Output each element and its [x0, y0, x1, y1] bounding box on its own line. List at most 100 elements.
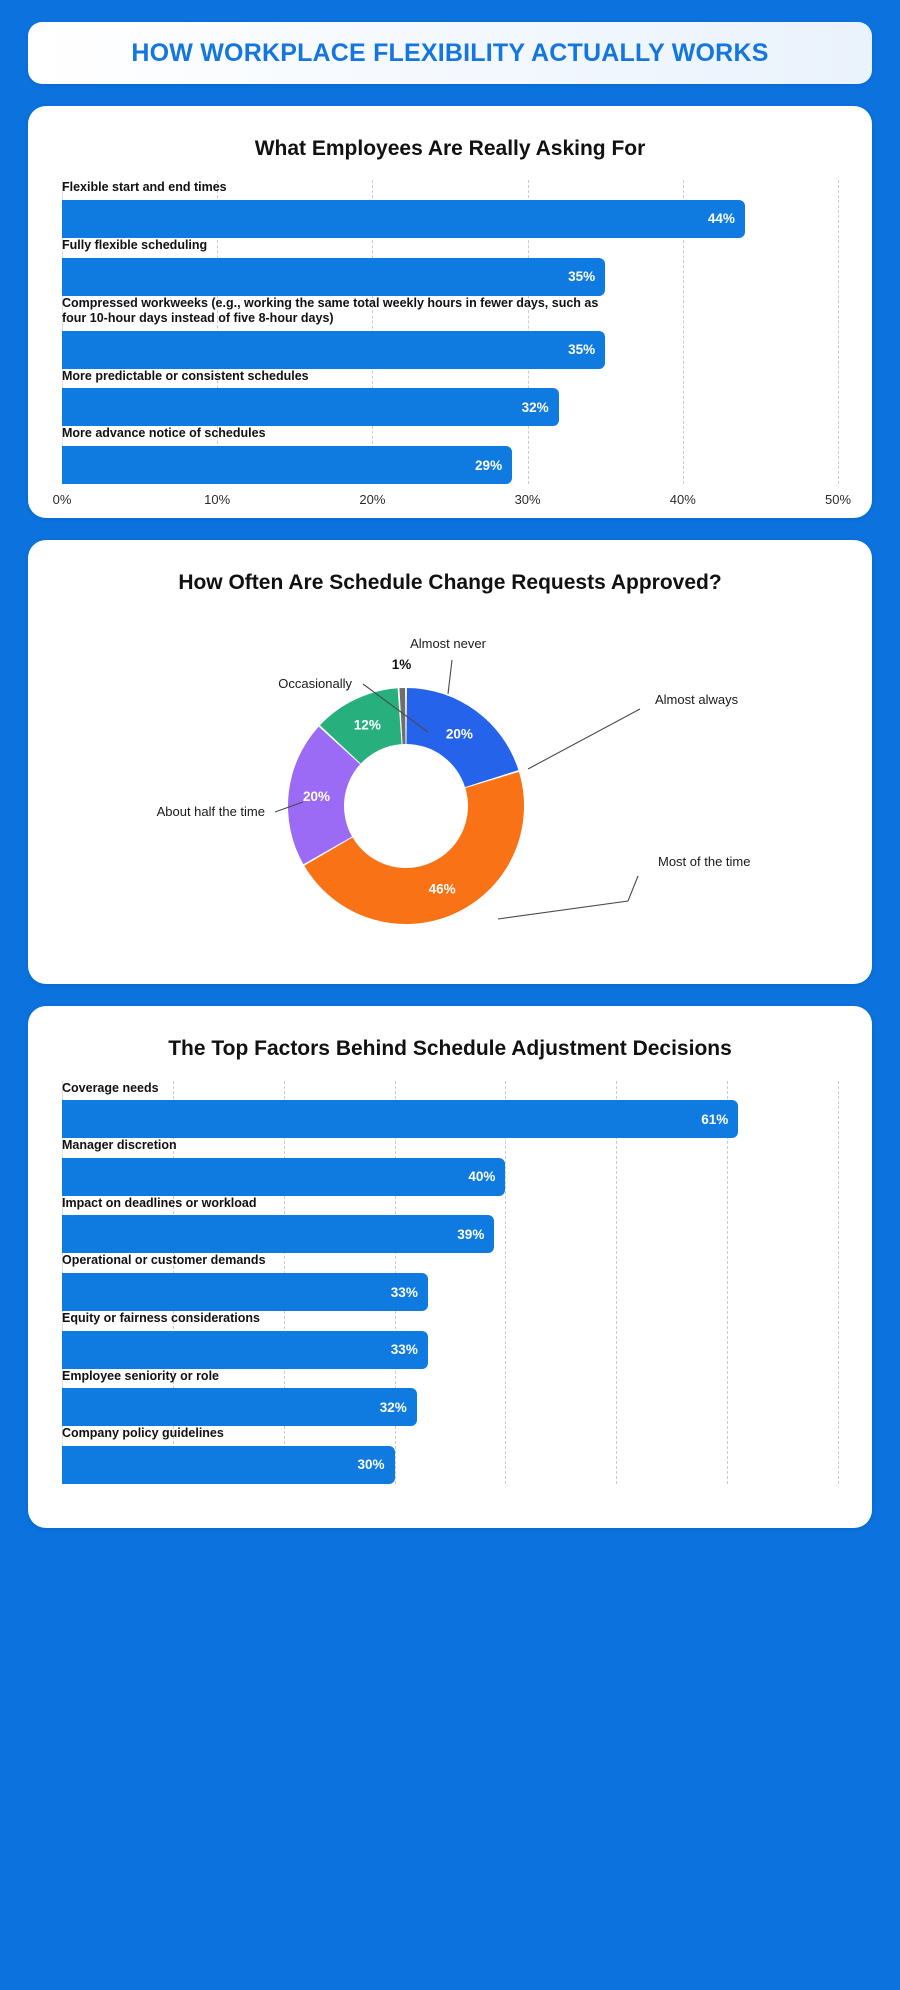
gridline [838, 180, 839, 484]
donut-value-label: 46% [429, 882, 456, 897]
bar-track: 33% [62, 1330, 838, 1369]
bar-track: 40% [62, 1157, 838, 1196]
bar-track: 29% [62, 446, 838, 484]
donut-value-label: 20% [303, 789, 330, 804]
bar-row: More predictable or consistent schedules… [62, 369, 838, 427]
donut-slice[interactable] [406, 688, 519, 788]
bar-value-label: 32% [379, 1399, 407, 1415]
donut-value-label: 1% [392, 657, 412, 672]
bar-track: 30% [62, 1445, 838, 1484]
chart1-axis: 0% 10% 20% 30% 40% 50% [28, 484, 872, 518]
bar-track: 35% [62, 330, 838, 369]
donut-slice[interactable] [304, 772, 524, 925]
chart1-title: What Employees Are Really Asking For [254, 137, 646, 160]
donut-category-label: Almost never [410, 636, 487, 651]
bar-category-label: Operational or customer demands [62, 1253, 266, 1268]
bar-value-label: 39% [457, 1226, 485, 1242]
card-approval-rate: How Often Are Schedule Change Requests A… [28, 540, 872, 985]
donut-leader-line [362, 683, 429, 733]
donut-category-label: Occasionally [278, 676, 352, 691]
bar-fill: 32% [62, 1388, 417, 1427]
card-decision-factors: The Top Factors Behind Schedule Adjustme… [28, 1006, 872, 1528]
bar-category-label: Employee seniority or role [62, 1368, 219, 1383]
bar-value-label: 32% [521, 399, 549, 415]
donut-category-label: About half the time [157, 804, 265, 819]
bar-row: Equity or fairness considerations 33% [62, 1311, 838, 1369]
bar-value-label: 40% [468, 1169, 496, 1185]
bar-track: 35% [62, 257, 838, 296]
bar-category-label: Company policy guidelines [62, 1426, 224, 1441]
bar-category-label: Compressed workweeks (e.g., working the … [62, 295, 599, 326]
bar-track: 61% [62, 1100, 838, 1139]
axis-tick-label: 30% [514, 492, 541, 507]
bar-fill: 29% [62, 446, 513, 484]
bar-fill: 35% [62, 257, 606, 296]
donut-leader-line [497, 876, 639, 920]
bar-value-label: 30% [357, 1457, 385, 1473]
donut-value-label: 12% [354, 718, 381, 733]
bar-fill: 40% [62, 1157, 506, 1196]
donut-leader-line [527, 708, 641, 770]
bar-fill: 61% [62, 1100, 739, 1139]
bar-track: 33% [62, 1273, 838, 1311]
bar-track: 39% [62, 1215, 838, 1254]
donut-slice[interactable] [319, 688, 402, 764]
axis-tick-label: 0% [52, 492, 72, 507]
donut-leader-line [274, 801, 304, 813]
chart2-donut: 20% 46% 20% 12% 1% Almost always Most of the t… [28, 614, 872, 984]
bar-row: Impact on deadlines or workload 39% [62, 1196, 838, 1254]
chart2-title: How Often Are Schedule Change Requests A… [178, 571, 722, 594]
bar-row: Manager discretion 40% [62, 1138, 838, 1196]
donut-category-label: Almost always [655, 692, 739, 707]
bar-value-label: 33% [390, 1342, 418, 1358]
donut-svg: 20% 46% 20% 12% 1% Almost always Most of the t… [157, 636, 750, 925]
bar-fill: 33% [62, 1330, 428, 1369]
axis-tick-label: 20% [359, 492, 386, 507]
bar-fill: 35% [62, 330, 606, 369]
gridline [838, 1080, 839, 1484]
bar-row: Coverage needs 61% [62, 1081, 838, 1139]
bar-track: 44% [62, 199, 838, 238]
axis-tick-label: 50% [824, 492, 852, 507]
bar-category-label: More predictable or consistent schedules [62, 368, 309, 383]
donut-slice[interactable] [399, 688, 406, 745]
bar-track: 32% [62, 1388, 838, 1427]
bar-row: Employee seniority or role 32% [62, 1369, 838, 1427]
chart3-bars: Coverage needs 61% Manager discretion 40% Im… [28, 1080, 872, 1484]
header-banner: HOW WORKPLACE FLEXIBILITY ACTUALLY WORKS [28, 22, 872, 84]
bar-category-label: Coverage needs [62, 1080, 159, 1095]
chart1-bars: Flexible start and end times 44% Fully fle… [28, 180, 872, 484]
bar-track: 32% [62, 388, 838, 427]
page-title: HOW WORKPLACE FLEXIBILITY ACTUALLY WORKS [131, 38, 769, 67]
bar-fill: 39% [62, 1215, 495, 1254]
bar-row: Flexible start and end times 44% [62, 180, 838, 238]
card-employee-requests: What Employees Are Really Asking For Fle… [28, 106, 872, 518]
bar-category-label: Fully flexible scheduling [62, 237, 208, 252]
axis-tick-label: 40% [669, 492, 696, 507]
bar-fill: 30% [62, 1445, 395, 1484]
bar-category-label: Impact on deadlines or workload [62, 1195, 257, 1210]
bar-value-label: 35% [568, 342, 596, 358]
bar-row: More advance notice of schedules 29% [62, 426, 838, 484]
bar-category-label: Manager discretion [62, 1138, 177, 1153]
donut-slice[interactable] [288, 726, 361, 865]
bar-fill: 33% [62, 1273, 428, 1311]
bar-category-label: Flexible start and end times [62, 180, 227, 195]
bar-category-label: Equity or fairness considerations [62, 1311, 260, 1325]
bar-value-label: 44% [707, 211, 735, 227]
donut-leader-line [447, 660, 453, 695]
bar-fill: 44% [62, 199, 745, 238]
chart3-title: The Top Factors Behind Schedule Adjustme… [168, 1037, 732, 1061]
donut-value-label: 20% [446, 727, 473, 742]
bar-value-label: 35% [568, 269, 596, 284]
bar-value-label: 61% [701, 1111, 729, 1127]
bar-row: Operational or customer demands 33% [62, 1253, 838, 1311]
bar-category-label: More advance notice of schedules [62, 426, 266, 441]
donut-category-label: Most of the time [658, 854, 750, 869]
bar-fill: 32% [62, 388, 559, 427]
bar-row: Company policy guidelines 30% [62, 1426, 838, 1484]
bar-value-label: 29% [475, 457, 503, 473]
bar-value-label: 33% [390, 1284, 418, 1300]
bar-row: Compressed workweeks (e.g., working the … [62, 296, 838, 369]
